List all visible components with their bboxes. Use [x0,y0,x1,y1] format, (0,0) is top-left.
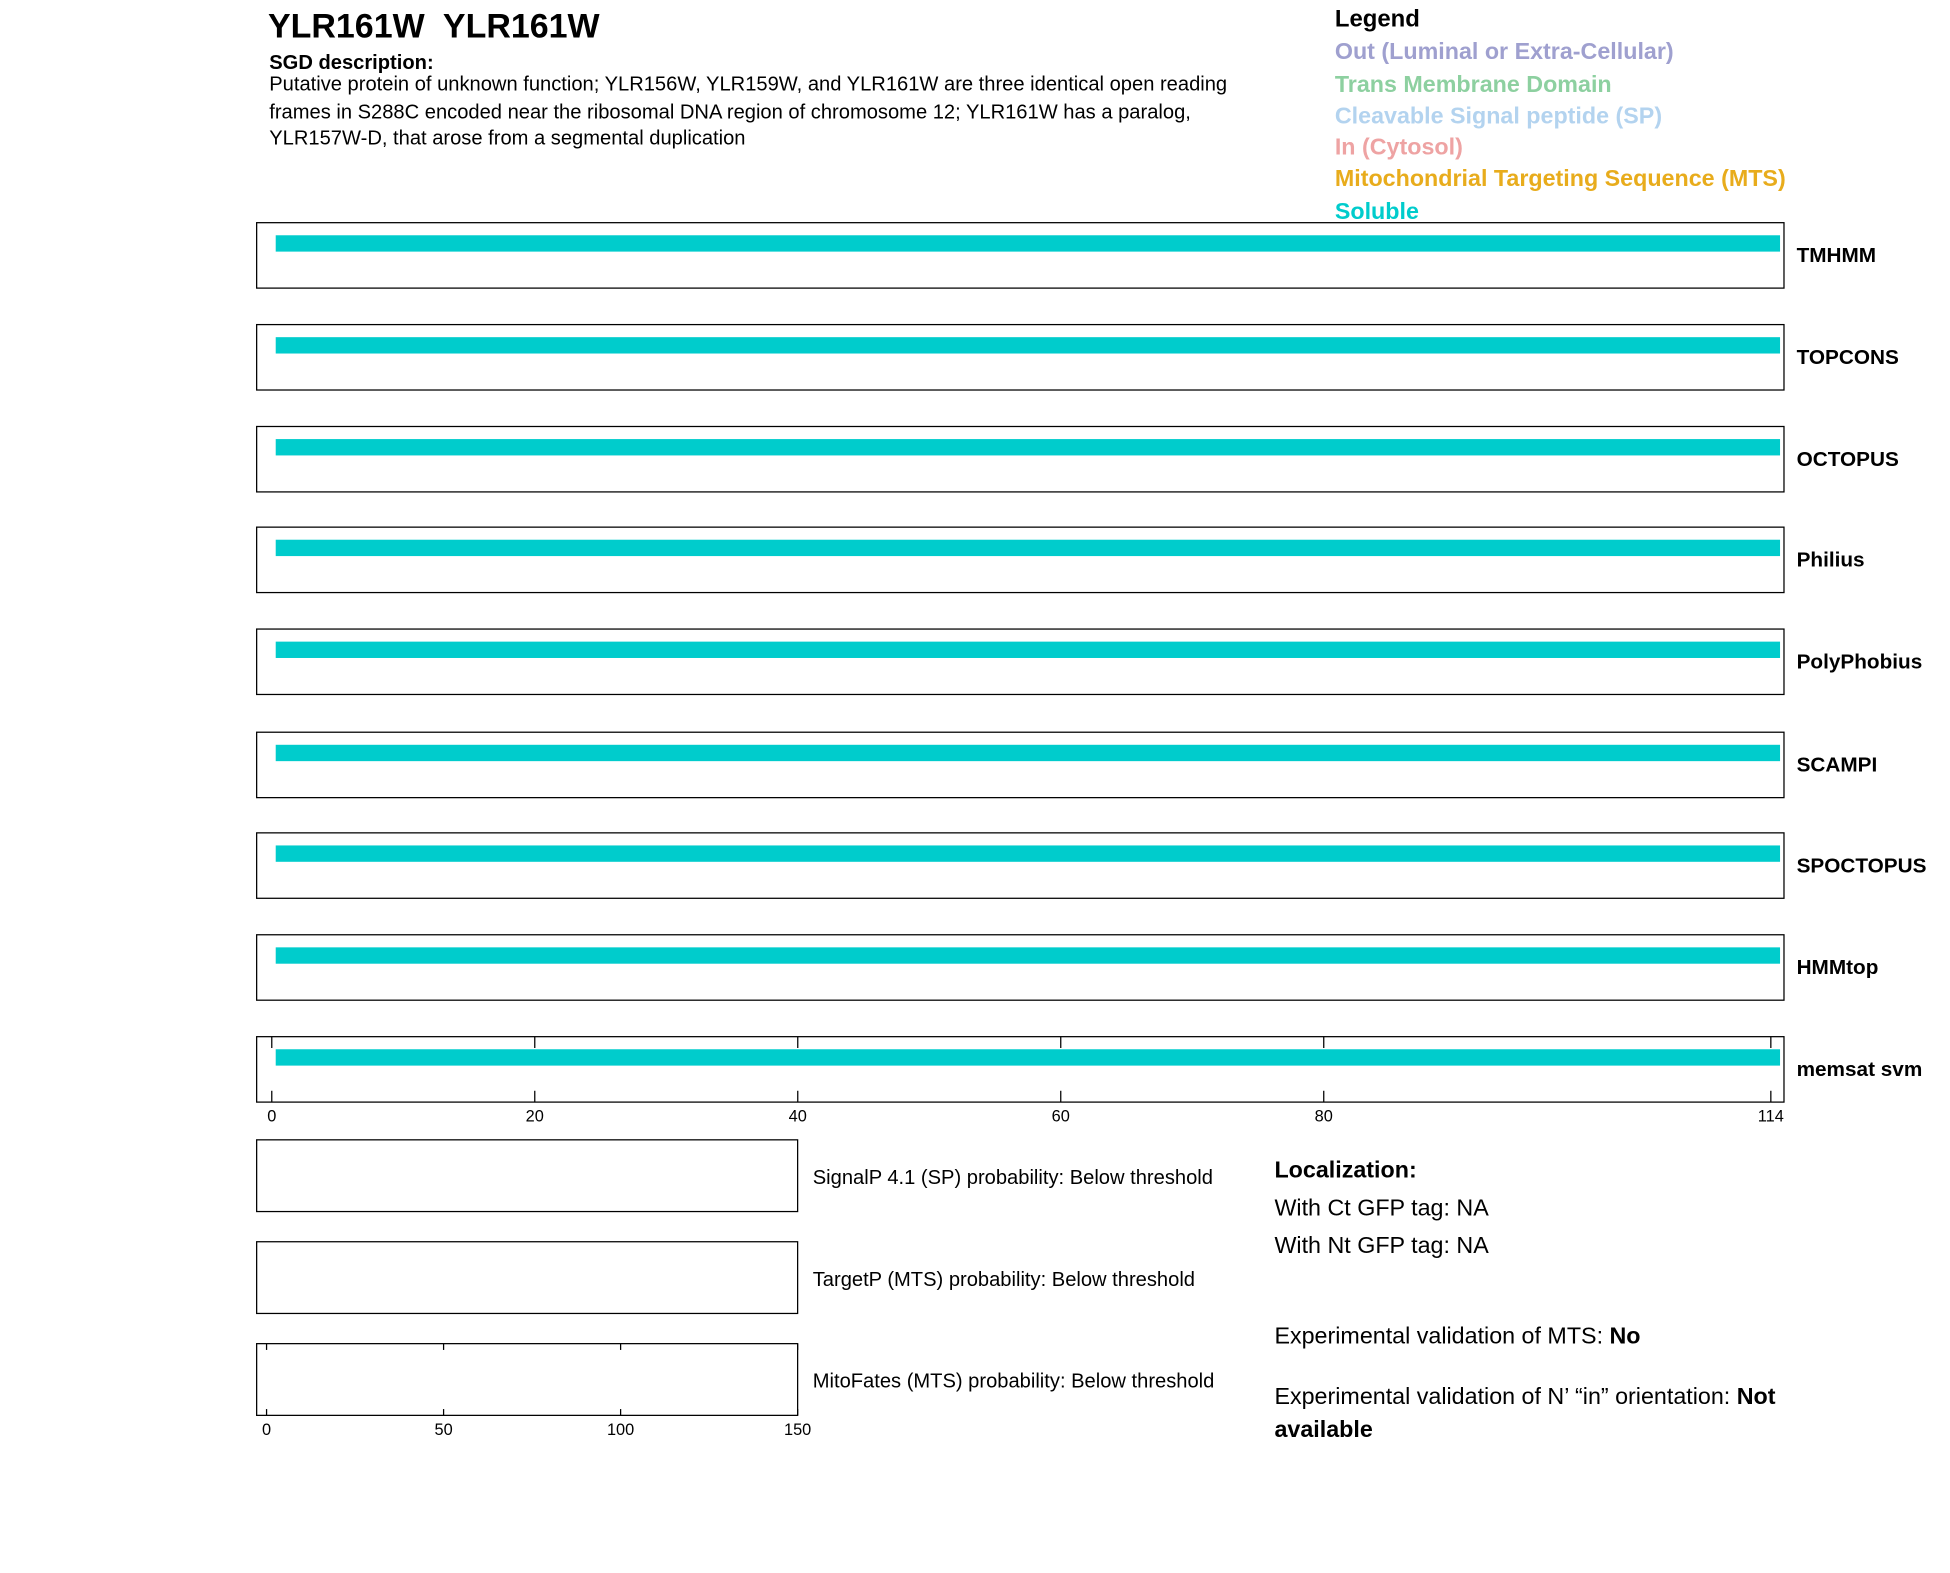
track-label: memsat svm [1797,1058,1923,1081]
x-tick-label: 50 [434,1421,452,1439]
track-box [256,1036,1785,1103]
track-box [256,425,1785,493]
track-box [256,731,1785,799]
segment [275,539,1781,557]
probability-label: SignalP 4.1 (SP) probability: Below thre… [812,1166,1213,1189]
x-tick-label: 0 [267,1108,276,1126]
track-label: TOPCONS [1797,346,1899,369]
track-box [256,222,1785,289]
x-tick-label: 100 [607,1421,634,1439]
segment [275,439,1781,456]
legend-item: Mitochondrial Targeting Sequence (MTS) [1334,165,1786,192]
localization-line: With Ct GFP tag: NA [1274,1194,1853,1232]
x-tick-label: 20 [526,1108,544,1126]
x-tick-label: 60 [1052,1108,1070,1126]
validation-value: Not available [1274,1382,1776,1442]
localization-value: NA [1456,1231,1489,1259]
description-title: SGD description: [269,52,434,75]
probability-label: TargetP (MTS) probability: Below thresho… [812,1268,1195,1291]
legend-title: Legend [1334,6,1420,33]
localization: Localization: With Ct GFP tag: NA With Nt… [1274,1156,1853,1445]
track-label: HMMtop [1797,956,1879,979]
track-box [256,323,1785,391]
segment [275,744,1781,762]
track-box [256,526,1785,594]
localization-title: Localization: [1274,1156,1417,1183]
track-label: PolyPhobius [1797,651,1923,674]
track-label: SCAMPI [1797,754,1878,777]
title: YLR161W YLR161W [267,7,600,46]
probability-box [256,1139,799,1213]
x-tick-label: 114 [1758,1108,1784,1126]
segment [275,845,1781,862]
localization-line: With Nt GFP tag: NA [1274,1232,1853,1270]
legend-item: In (Cytosol) [1334,133,1463,161]
localization-label: With Ct GFP tag: [1274,1193,1450,1221]
description: Putative protein of unknown function; YL… [269,74,1228,150]
track-box [256,832,1785,899]
validation-label: Experimental validation of MTS: [1274,1322,1604,1349]
x-tick-label: 0 [262,1421,271,1439]
legend-item: Soluble [1334,197,1419,224]
x-tick-label: 80 [1315,1108,1333,1126]
legend-item: Cleavable Signal peptide (SP) [1334,101,1663,129]
segment [275,947,1781,964]
segment [275,337,1781,354]
legend-item: Out (Luminal or Extra-Cellular) [1334,38,1674,65]
legend: Legend Out (Luminal or Extra-Cellular) Tr… [1335,4,1786,227]
validation-label: Experimental validation of N’ “in” orien… [1274,1382,1731,1410]
probability-box [256,1343,799,1416]
validation-value: No [1609,1322,1641,1349]
segment [275,1049,1781,1066]
segment [275,641,1781,658]
probability-box [256,1241,799,1315]
probability-label: MitoFates (MTS) probability: Below thres… [812,1370,1215,1393]
localization-label: With Nt GFP tag: [1274,1231,1450,1259]
track-label: SPOCTOPUS [1797,854,1927,877]
track-box [256,628,1785,696]
localization-value: NA [1456,1193,1489,1221]
x-tick-label: 150 [784,1421,811,1439]
track-label: TMHMM [1797,244,1877,267]
track-label: Philius [1797,549,1865,572]
segment [275,235,1781,252]
validation-line: Experimental validation of MTS: No [1274,1320,1840,1353]
validation-line: Experimental validation of N’ “in” orien… [1274,1380,1840,1445]
track-box [256,934,1785,1001]
x-tick-label: 40 [789,1108,807,1126]
track-label: OCTOPUS [1797,448,1899,471]
legend-item: Trans Membrane Domain [1334,69,1612,97]
